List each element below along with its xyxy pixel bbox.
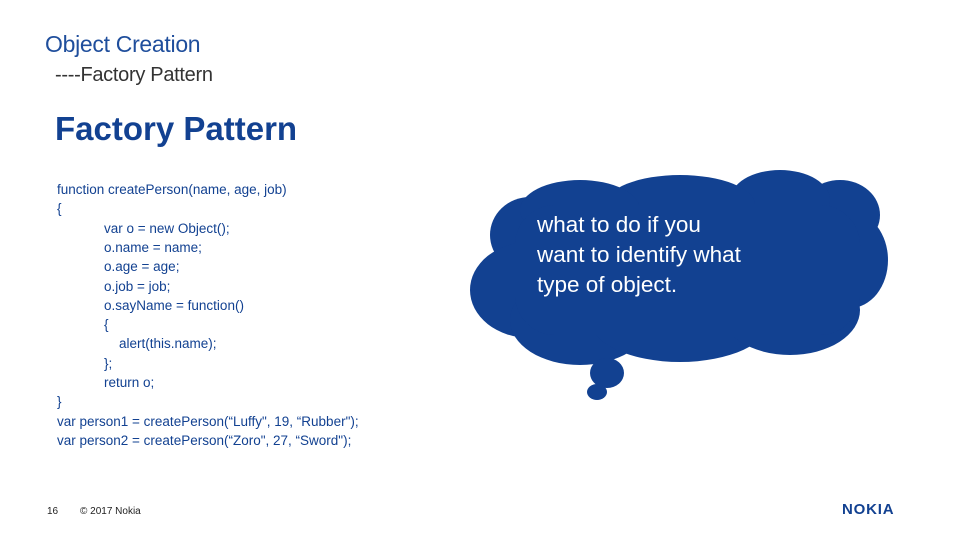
code-line: o.name = name; — [104, 239, 202, 255]
bubble-text-line: what to do if you — [537, 212, 701, 237]
code-line: var person1 = createPerson(“Luffy", 19, … — [57, 413, 359, 429]
code-line: alert(this.name); — [119, 336, 217, 352]
code-line: o.sayName = function() — [104, 297, 244, 313]
code-line: { — [104, 317, 109, 333]
slide-subtitle: ----Factory Pattern — [55, 64, 213, 86]
code-line: o.job = job; — [104, 278, 171, 294]
code-line: { — [57, 201, 62, 217]
bubble-core — [515, 205, 860, 335]
nokia-logo: NOKIA — [842, 501, 895, 518]
slide-title: Object Creation — [45, 31, 201, 57]
bubble-trail-small — [587, 384, 607, 400]
code-line: function createPerson(name, age, job) — [57, 182, 287, 197]
slide-heading: Factory Pattern — [55, 110, 298, 147]
copyright: © 2017 Nokia — [80, 506, 141, 517]
page-number: 16 — [47, 506, 59, 517]
bubble-text-line: type of object. — [537, 272, 678, 297]
code-line: var o = new Object(); — [104, 220, 230, 236]
bubble-text: what to do if you want to identify what … — [537, 210, 807, 300]
code-line: var person2 = createPerson(“Zoro", 27, “… — [57, 432, 352, 448]
code-line: o.age = age; — [104, 259, 180, 275]
code-line: }; — [104, 355, 113, 371]
code-line: return o; — [104, 375, 155, 390]
code-line: } — [57, 394, 62, 410]
bubble-text-line: want to identify what — [537, 242, 741, 267]
bubble-trail-large — [590, 358, 624, 388]
